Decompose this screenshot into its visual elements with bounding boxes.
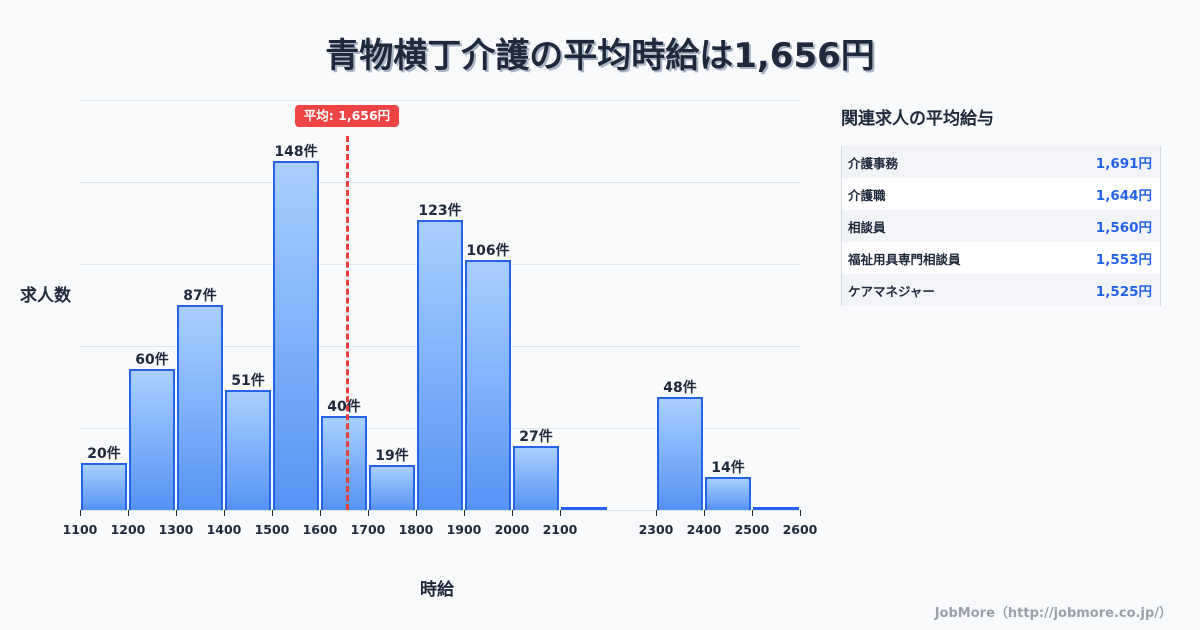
job-avg-wage: 1,553円 (1095, 252, 1152, 268)
x-tick (224, 510, 225, 516)
x-tick-label: 1100 (62, 522, 98, 537)
related-job-row: 介護事務 1,691円 (842, 146, 1160, 178)
histogram-bar (177, 305, 223, 510)
histogram-bar (273, 161, 319, 510)
x-tick (272, 510, 273, 516)
x-tick-label: 1700 (350, 522, 386, 537)
x-tick-label: 2500 (734, 522, 770, 537)
x-tick-label: 1400 (206, 522, 242, 537)
bar-value-label: 48件 (663, 380, 697, 396)
histogram-bar (321, 416, 367, 510)
x-tick-label: 1500 (254, 522, 290, 537)
bar-value-label: 14件 (711, 460, 745, 476)
related-job-row: 介護職 1,644円 (842, 178, 1160, 210)
footer-credit: JobMore（http://jobmore.co.jp/） (934, 606, 1172, 621)
x-tick (512, 510, 513, 516)
related-job-row: ケアマネジャー 1,525円 (842, 274, 1160, 306)
gridline (80, 182, 801, 183)
x-tick (80, 510, 81, 516)
histogram-bar (369, 465, 415, 510)
x-tick (800, 510, 801, 516)
x-axis-label: 時給 (420, 580, 454, 600)
histogram-bar (417, 220, 463, 510)
histogram-bar (81, 463, 127, 510)
job-name: 福祉用具専門相談員 (848, 251, 961, 267)
x-tick (320, 510, 321, 516)
histogram-chart: 求人数 時給 20件 60件 87件 51件 148件 40件 19件 123件 106件 27件… (20, 100, 818, 600)
bar-value-label: 148件 (274, 144, 318, 160)
x-tick (464, 510, 465, 516)
bar-value-label: 27件 (519, 429, 553, 445)
bar-value-label: 20件 (87, 446, 121, 462)
page-title: 青物横丁介護の平均時給は1,656円 (325, 36, 875, 76)
job-avg-wage: 1,525円 (1095, 284, 1152, 300)
bar-value-label: 87件 (183, 288, 217, 304)
x-tick (656, 510, 657, 516)
bar-value-label: 40件 (327, 399, 361, 415)
job-name: ケアマネジャー (848, 283, 935, 299)
job-avg-wage: 1,644円 (1095, 188, 1152, 204)
histogram-bar (129, 369, 175, 510)
x-tick-label: 2100 (542, 522, 578, 537)
average-badge: 平均: 1,656円 (295, 105, 399, 127)
y-axis-label: 求人数 (20, 286, 71, 306)
x-axis-baseline (80, 510, 801, 511)
average-line (346, 136, 349, 510)
x-tick-label: 2000 (494, 522, 530, 537)
x-tick (416, 510, 417, 516)
x-tick-label: 1300 (158, 522, 194, 537)
job-avg-wage: 1,691円 (1095, 156, 1152, 172)
bar-value-label: 51件 (231, 373, 265, 389)
related-job-row: 福祉用具専門相談員 1,553円 (842, 242, 1160, 274)
bar-value-label: 60件 (135, 352, 169, 368)
bar-value-label: 19件 (375, 448, 409, 464)
x-tick-label: 1800 (398, 522, 434, 537)
related-jobs-table: 介護事務 1,691円 介護職 1,644円 相談員 1,560円 福祉用具専門… (841, 146, 1161, 306)
bar-value-label: 106件 (466, 243, 510, 259)
x-tick (176, 510, 177, 516)
histogram-bar (465, 260, 511, 510)
histogram-bar (513, 446, 559, 510)
histogram-bar (657, 397, 703, 510)
related-job-row: 相談員 1,560円 (842, 210, 1160, 242)
x-tick-label: 2600 (782, 522, 818, 537)
x-tick-label: 1600 (302, 522, 338, 537)
x-tick-label: 2300 (638, 522, 674, 537)
x-tick-label: 2400 (686, 522, 722, 537)
histogram-bar (705, 477, 751, 510)
related-jobs-title: 関連求人の平均給与 (841, 109, 994, 129)
histogram-bar (225, 390, 271, 510)
x-tick (128, 510, 129, 516)
x-tick (560, 510, 561, 516)
histogram-bar (753, 507, 799, 510)
job-name: 介護職 (848, 187, 886, 203)
job-name: 介護事務 (848, 155, 899, 171)
x-tick (368, 510, 369, 516)
job-name: 相談員 (848, 219, 886, 235)
x-tick-label: 1900 (446, 522, 482, 537)
gridline (80, 100, 801, 101)
job-avg-wage: 1,560円 (1095, 220, 1152, 236)
x-tick-label: 1200 (110, 522, 146, 537)
bar-value-label: 123件 (418, 203, 462, 219)
histogram-bar (561, 507, 607, 510)
x-tick (752, 510, 753, 516)
x-tick (704, 510, 705, 516)
